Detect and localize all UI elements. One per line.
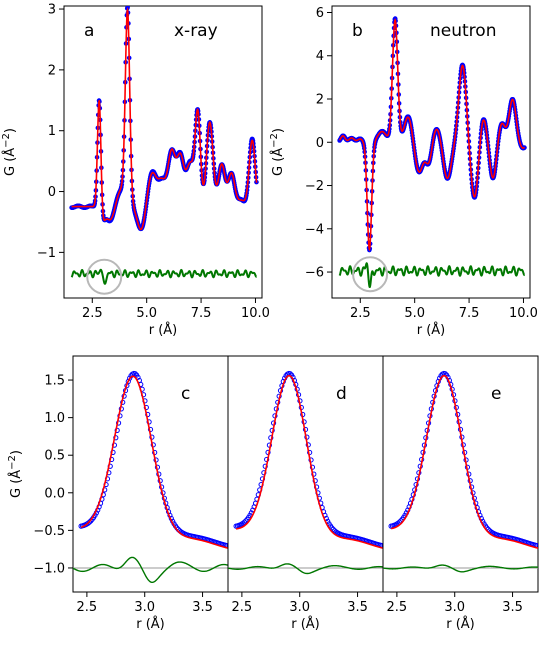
- data-markers: [78, 370, 228, 549]
- x-axis-label: r (Å): [149, 322, 178, 338]
- panel-letter-a: a: [84, 21, 94, 41]
- x-tick-label: 3.5: [192, 600, 213, 615]
- x-axis-label: r (Å): [446, 616, 475, 632]
- y-tick-label: 1.0: [44, 411, 65, 426]
- axes-frame: [331, 5, 531, 299]
- difference-line: [73, 556, 228, 584]
- data-point: [86, 519, 93, 525]
- x-axis-label: r (Å): [291, 616, 320, 632]
- plot-area-d: [228, 370, 383, 575]
- x-tick-label: 3.5: [502, 600, 523, 615]
- y-tick-label: 0.5: [44, 449, 65, 464]
- axes-frame: [72, 355, 229, 593]
- y-tick-label: 1.5: [44, 374, 65, 389]
- plot-area-e: [383, 370, 538, 573]
- panel-title-b: neutron: [430, 21, 496, 41]
- x-tick-label: 7.5: [459, 306, 480, 321]
- highlight-circle: [352, 256, 389, 293]
- x-tick-label: 2.5: [387, 600, 408, 615]
- axes-frame: [382, 355, 539, 593]
- x-tick-label: 3.5: [347, 600, 368, 615]
- y-tick-label: 6: [316, 6, 324, 21]
- x-tick-label: 3.0: [444, 600, 465, 615]
- axes-c: 2.5 3.0 3.5 −1.0 −0.5 0.0 0.5 1.0 1.5 r (Å) G (Å−2…: [7, 355, 229, 632]
- y-tick-label: 4: [316, 49, 324, 64]
- difference-line: [383, 564, 538, 573]
- y-tick-label: 2: [48, 63, 56, 78]
- data-point: [145, 411, 151, 418]
- fit-line: [80, 375, 228, 549]
- panel-title-a: x-ray: [174, 21, 218, 41]
- axes-a: 2.5 5.0 7.5 10.0 −1 0 1 2 3 r (Å) G (Å−2): [1, 3, 270, 338]
- highlight-circle: [86, 258, 123, 295]
- data-markers: [388, 370, 538, 549]
- axes-frame: [227, 355, 384, 593]
- panel-letter-b: b: [352, 21, 363, 41]
- x-tick-label: 2.5: [350, 306, 371, 321]
- fit-line: [235, 374, 383, 549]
- x-tick-label: 10.0: [509, 306, 538, 321]
- axes-d: 2.5 3.0 3.5 r (Å): [227, 355, 384, 632]
- y-tick-label: 3: [48, 3, 56, 18]
- y-axis-label: G (Å−2): [269, 128, 286, 176]
- x-tick-label: 5.0: [136, 306, 157, 321]
- y-tick-label: 0: [48, 185, 56, 200]
- y-tick-label: 0: [316, 136, 324, 151]
- x-tick-label: 2.5: [232, 600, 253, 615]
- data-point: [262, 463, 268, 469]
- y-axis-label: G (Å−2): [1, 128, 18, 176]
- fit-line: [71, 7, 258, 231]
- y-tick-label: −0.5: [33, 524, 65, 539]
- y-axis-label: G (Å−2): [7, 450, 24, 498]
- y-tick-label: −1.0: [33, 561, 65, 576]
- axes-b: 2.5 5.0 7.5 10.0 −6 −4 −2 0 2 4 6 r (Å) G (Å−2): [269, 5, 538, 338]
- y-tick-label: 0.0: [44, 486, 65, 501]
- y-tick-label: 1: [48, 124, 56, 139]
- x-axis-label: r (Å): [417, 322, 446, 338]
- fit-line: [390, 374, 538, 549]
- axes-e: 2.5 3.0 3.5 r (Å): [382, 355, 539, 632]
- data-point: [113, 435, 119, 441]
- axes-frame: [63, 5, 263, 299]
- x-tick-label: 5.0: [404, 306, 425, 321]
- y-tick-label: −2: [305, 179, 324, 194]
- panel-letter-d: d: [336, 384, 347, 404]
- data-markers: [233, 370, 383, 549]
- y-tick-label: −6: [305, 266, 324, 281]
- data-point: [132, 371, 138, 377]
- difference-line: [338, 262, 525, 289]
- x-axis-label: r (Å): [136, 616, 165, 632]
- data-markers: [69, 6, 259, 232]
- x-tick-label: 10.0: [241, 306, 270, 321]
- x-tick-label: 3.0: [289, 600, 310, 615]
- x-tick-label: 2.5: [77, 600, 98, 615]
- y-tick-label: −1: [37, 246, 56, 261]
- data-point: [241, 519, 248, 525]
- difference-line: [70, 268, 257, 285]
- y-tick-label: −4: [305, 222, 324, 237]
- fit-line: [338, 18, 526, 252]
- plot-area-b: [337, 16, 527, 289]
- panel-letter-c: c: [181, 384, 190, 404]
- panel-letter-e: e: [491, 384, 501, 404]
- plot-area-c: [73, 370, 228, 584]
- x-tick-label: 2.5: [82, 306, 103, 321]
- x-tick-label: 7.5: [191, 306, 212, 321]
- difference-line: [228, 563, 383, 575]
- x-tick-label: 3.0: [134, 600, 155, 615]
- plot-area-a: [69, 6, 259, 285]
- y-tick-label: 2: [316, 93, 324, 108]
